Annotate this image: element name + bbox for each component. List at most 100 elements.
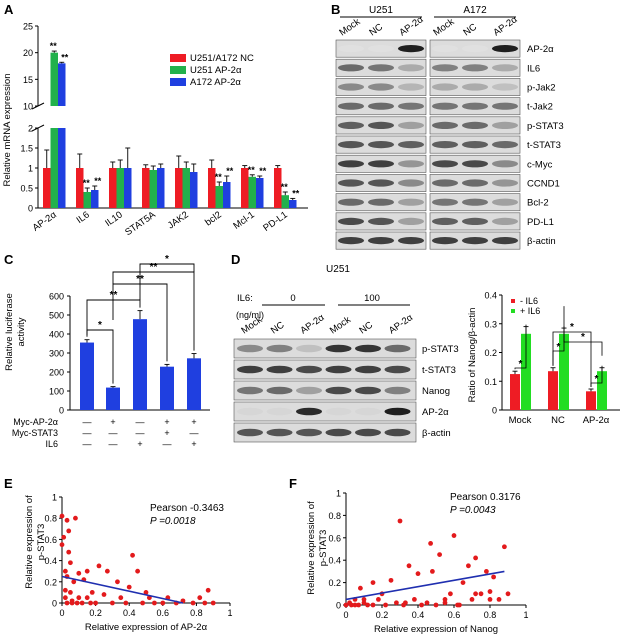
panel-c-row-mark: — [83, 417, 92, 427]
panel-f-x-tick-label: 1 [523, 610, 528, 620]
panel-a-bar [281, 195, 289, 208]
panel-c-y-tick-label: 0 [59, 406, 64, 416]
panel-a-significance: ** [292, 188, 300, 198]
panel-a-bar [175, 168, 183, 208]
panel-b-band [338, 198, 364, 206]
panel-a-bar [91, 190, 99, 208]
panel-a-y-tick-label: 1.5 [20, 144, 33, 154]
panel-e-xlabel: Relative expression of AP-2α [85, 622, 208, 633]
panel-e-point [62, 568, 68, 574]
panel-b-band [462, 64, 488, 72]
panel-c-row-mark: + [110, 417, 115, 427]
panel-b-band [398, 179, 424, 187]
panel-d-band [237, 344, 263, 353]
panel-c-ylabel-line1: Relative luciferase [4, 293, 15, 371]
panel-f-point [370, 580, 376, 585]
panel-b-protein-label: Bcl-2 [527, 198, 549, 209]
panel-f-y-tick-label: 0 [336, 601, 341, 611]
panel-a-significance: ** [281, 182, 289, 192]
panel-e-point [76, 570, 82, 576]
panel-a-bar [76, 168, 84, 208]
panel-a-bar [241, 168, 249, 208]
panel-b-band [398, 217, 424, 225]
panel-c-row-label: Myc-AP-2α [13, 417, 58, 427]
panel-b-band [368, 198, 394, 206]
panel-d-band [355, 365, 381, 374]
panel-f-point [469, 597, 475, 602]
panel-a-bar [215, 186, 223, 208]
panel-b-band [492, 45, 518, 53]
panel-d-band [325, 386, 352, 395]
panel-f-point [361, 600, 367, 606]
panel-d-bar [548, 371, 558, 410]
panel-f-point [430, 569, 435, 574]
panel-a-bar [149, 170, 157, 208]
panel-e-point [59, 542, 65, 548]
panel-e-point [205, 587, 211, 593]
panel-b-band [492, 237, 518, 245]
panel-a-y-tick-label: 2 [28, 124, 33, 134]
panel-b-band [432, 237, 458, 245]
panel-b: B U251 Mock NC AP-2α A172 Mock NC AP-2α AP-2α IL6… [331, 2, 564, 250]
panel-d-band [296, 407, 322, 416]
panel-b-lane-label: NC [461, 21, 479, 38]
panel-f-fit-line [345, 570, 505, 601]
panel-a-x-tick-label: STAT5A [123, 209, 158, 238]
panel-c-brackets: ******** [86, 254, 195, 384]
panel-e-point [96, 563, 102, 569]
panel-d-y-tick-label: 0.4 [484, 291, 497, 301]
panel-b-band [462, 121, 488, 129]
panel-a-bar [58, 128, 66, 208]
panel-b-band [492, 83, 518, 91]
panel-e-point [160, 600, 166, 606]
panel-f-y-tick-label: 0.6 [328, 533, 341, 543]
panel-c-row-mark: + [137, 439, 142, 449]
panel-e-point [123, 600, 129, 606]
panel-f-point [394, 600, 399, 606]
panel-f-x-tick-label: 0.8 [484, 610, 497, 620]
panel-d-star: * [519, 359, 523, 370]
panel-d-x-tick-label: AP-2α [583, 415, 610, 426]
panel-d-star: * [595, 374, 599, 385]
panel-b-band [338, 179, 364, 187]
panel-f-point [365, 602, 370, 608]
panel-d-bar [521, 333, 531, 410]
panel-e-point [61, 534, 67, 540]
panel-a-y-tick-label: 15 [23, 75, 33, 85]
panel-d-band [355, 344, 381, 353]
panel-c-row-mark: — [83, 439, 92, 449]
panel-e-point [140, 600, 146, 606]
panel-b-band [338, 83, 364, 91]
panel-b-band [368, 121, 394, 129]
panel-b-band [338, 237, 364, 245]
panel-a-x-tick-label: AP-2α [31, 209, 60, 234]
panel-d-star: * [570, 322, 574, 333]
panel-c-bracket-star: ** [150, 262, 158, 273]
panel-c-bar [106, 387, 120, 410]
panel-a-y-tick-label: 0 [28, 204, 33, 214]
panel-f-point [403, 600, 408, 606]
panel-a-bar [50, 128, 58, 208]
panel-a-significance: ** [259, 166, 267, 176]
panel-d-legend: - IL6+ IL6 [511, 296, 540, 316]
panel-b-band [432, 198, 458, 206]
panel-e-point [143, 590, 149, 595]
panel-b-band [432, 121, 458, 129]
panel-f-point [478, 591, 484, 597]
panel-b-lane-label: Mock [337, 16, 362, 38]
panel-a-y-tick-label: 25 [23, 22, 33, 32]
panel-d-band [355, 386, 381, 395]
panel-e-point [68, 560, 73, 566]
panel-b-band [462, 160, 488, 168]
panel-f-point [415, 571, 421, 577]
panel-f-point [428, 541, 433, 546]
panel-e-point [88, 600, 93, 606]
panel-c-bracket [112, 271, 195, 351]
panel-b-band [338, 121, 364, 129]
panel-d-label: D [231, 252, 240, 267]
panel-d-ticks: 0 0.1 0.2 0.3 0.4 [484, 291, 502, 416]
panel-e-y-tick-label: 0.4 [44, 556, 57, 566]
panel-b-band [432, 64, 458, 72]
panel-f-point [466, 563, 471, 569]
panel-b-band [398, 160, 424, 168]
